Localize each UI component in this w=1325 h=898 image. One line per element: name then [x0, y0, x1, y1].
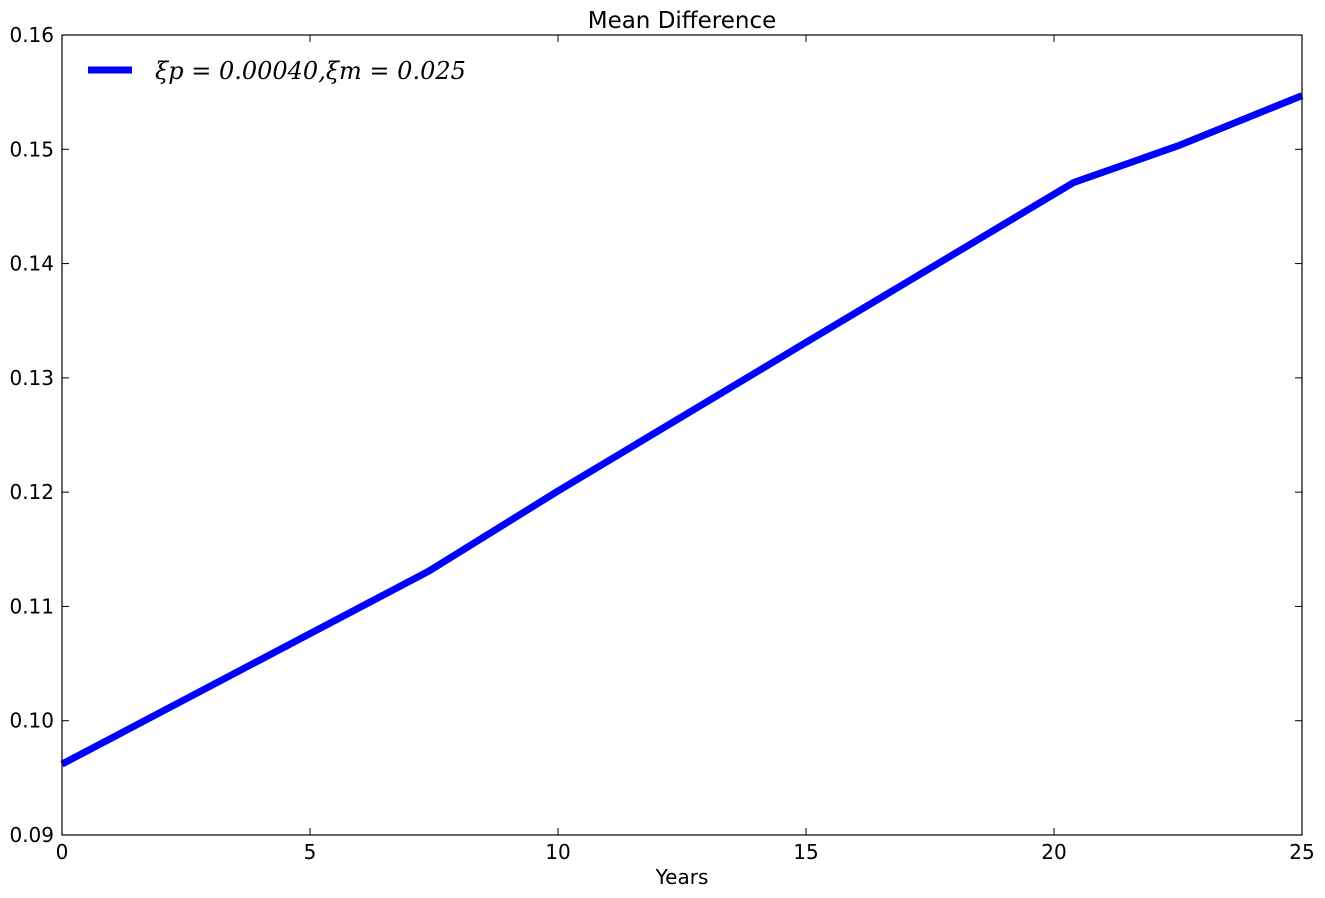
y-tick-label: 0.09: [9, 823, 54, 847]
y-tick-label: 0.14: [9, 252, 54, 276]
x-tick-label: 0: [56, 840, 69, 864]
chart-title: Mean Difference: [588, 8, 777, 34]
y-tick-label: 0.15: [9, 137, 54, 161]
y-tick-label: 0.10: [9, 709, 54, 733]
x-tick-label: 15: [793, 840, 818, 864]
axis-ticks: 0 5 10 15 20 25 0.09 0.10 0.11 0.12 0.13 0.14 0.15 0.…: [9, 23, 1314, 864]
x-tick-label: 20: [1041, 840, 1066, 864]
y-tick-label: 0.13: [9, 366, 54, 390]
x-tick-label: 5: [304, 840, 317, 864]
y-tick-label: 0.12: [9, 480, 54, 504]
y-tick-label: 0.11: [9, 594, 54, 618]
legend: ξp = 0.00040,ξm = 0.025: [88, 57, 466, 85]
plot-area-frame: [61, 34, 1303, 836]
x-axis-title: Years: [655, 865, 709, 889]
plot-series: [60, 92, 1304, 768]
series-line-0: [60, 92, 1304, 768]
x-tick-label: 10: [545, 840, 570, 864]
legend-label: ξp = 0.00040,ξm = 0.025: [155, 57, 466, 85]
x-tick-label: 25: [1289, 840, 1314, 864]
y-tick-label: 0.16: [9, 23, 54, 47]
